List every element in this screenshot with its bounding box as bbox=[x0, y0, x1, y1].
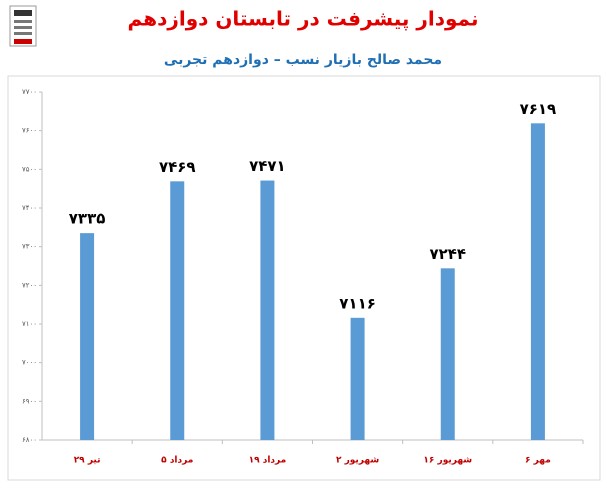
y-tick-label: ۷۳۰۰ bbox=[22, 243, 37, 251]
y-tick-label: ۷۷۰۰ bbox=[22, 88, 37, 96]
bar bbox=[440, 268, 455, 440]
y-tick-label: ۷۶۰۰ bbox=[22, 127, 37, 135]
y-tick-label: ۷۱۰۰ bbox=[22, 320, 37, 328]
y-tick-label: ۷۵۰۰ bbox=[22, 165, 37, 173]
value-label: ۷۲۴۴ bbox=[429, 245, 466, 263]
x-tick-label: ۶ مهر bbox=[525, 456, 551, 466]
x-tick-label: ۵ مرداد bbox=[161, 456, 193, 466]
y-tick-label: ۷۲۰۰ bbox=[22, 281, 37, 289]
value-label: ۷۴۶۹ bbox=[159, 158, 196, 176]
value-label: ۷۱۱۶ bbox=[339, 294, 376, 312]
value-label: ۷۳۳۵ bbox=[69, 210, 106, 228]
bar bbox=[80, 233, 95, 440]
bar bbox=[170, 181, 185, 440]
chart-frame bbox=[7, 75, 601, 481]
chart-title: نمودار پیشرفت در تابستان دوازدهم bbox=[128, 7, 479, 32]
value-label: ۷۶۱۹ bbox=[520, 100, 557, 118]
y-tick-label: ۶۹۰۰ bbox=[22, 397, 37, 405]
logo bbox=[9, 5, 37, 47]
chart-subtitle: محمد صالح بازیار نسب – دوازدهم تجربی bbox=[164, 52, 442, 68]
bar bbox=[260, 180, 275, 440]
x-tick-label: ۱۶ شهریور bbox=[423, 456, 472, 466]
bar bbox=[530, 123, 545, 440]
value-label: ۷۴۷۱ bbox=[249, 157, 286, 175]
x-tick-label: ۲ شهریور bbox=[336, 456, 379, 466]
x-tick-label: ۱۹ مرداد bbox=[249, 456, 287, 466]
y-tick-label: ۷۰۰۰ bbox=[22, 359, 37, 367]
x-tick-label: ۲۹ تیر bbox=[74, 456, 101, 466]
bar bbox=[350, 317, 365, 440]
y-tick-label: ۷۴۰۰ bbox=[22, 204, 37, 212]
y-tick-label: ۶۸۰۰ bbox=[22, 436, 37, 444]
